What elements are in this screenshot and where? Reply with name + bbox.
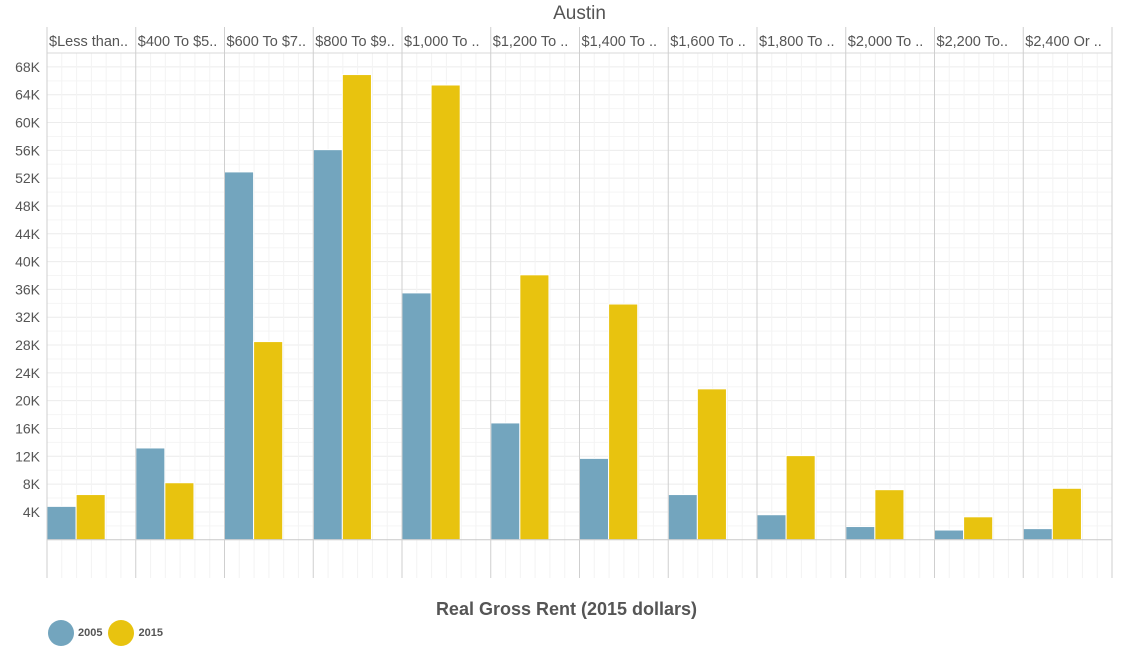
chart-title: Austin bbox=[553, 3, 606, 24]
legend-item-2005[interactable]: 2005 bbox=[48, 620, 102, 646]
bar-2015-9 bbox=[874, 489, 905, 541]
legend-item-2015[interactable]: 2015 bbox=[108, 620, 163, 646]
category-header-label: $400 To $5.. bbox=[138, 34, 218, 50]
legend-label-2015: 2015 bbox=[138, 627, 163, 639]
category-header-label: $2,000 To .. bbox=[848, 34, 924, 50]
y-tick-label: 44K bbox=[15, 226, 41, 242]
bar-2015-4 bbox=[430, 84, 461, 541]
category-header-label: $2,400 Or .. bbox=[1025, 34, 1102, 50]
legend-swatch-2015 bbox=[108, 620, 135, 646]
bar-2005-7 bbox=[667, 494, 698, 541]
bar-2015-2 bbox=[253, 341, 284, 541]
bar-2005-2 bbox=[224, 171, 255, 541]
category-header-label: $1,000 To .. bbox=[404, 34, 480, 50]
y-tick-label: 12K bbox=[15, 448, 41, 464]
bar-2005-10 bbox=[934, 529, 965, 541]
y-tick-label: 64K bbox=[15, 87, 41, 103]
category-header-label: $600 To $7.. bbox=[227, 34, 307, 50]
bar-2015-0 bbox=[75, 494, 106, 541]
y-tick-label: 68K bbox=[15, 59, 41, 75]
y-tick-label: 20K bbox=[15, 393, 41, 409]
y-tick-label: 48K bbox=[15, 198, 41, 214]
y-tick-label: 36K bbox=[15, 281, 41, 297]
bar-2015-5 bbox=[519, 274, 550, 541]
bar-2005-9 bbox=[845, 526, 876, 541]
category-header-label: $2,200 To.. bbox=[937, 34, 1009, 50]
category-header-label: $1,600 To .. bbox=[670, 34, 746, 50]
bar-2005-0 bbox=[46, 505, 77, 541]
y-tick-label: 40K bbox=[15, 254, 41, 270]
y-tick-label: 16K bbox=[15, 420, 41, 436]
bar-2015-7 bbox=[696, 388, 727, 541]
bar-2005-11 bbox=[1022, 528, 1053, 541]
y-tick-label: 4K bbox=[23, 504, 41, 520]
x-axis-title: Real Gross Rent (2015 dollars) bbox=[435, 599, 698, 619]
bar-2015-10 bbox=[963, 516, 994, 541]
bar-2015-6 bbox=[608, 303, 639, 541]
category-header-label: $800 To $9.. bbox=[315, 34, 395, 50]
y-tick-label: 60K bbox=[15, 115, 41, 131]
bar-2005-5 bbox=[490, 422, 521, 541]
bar-2005-1 bbox=[135, 447, 166, 541]
y-tick-label: 32K bbox=[15, 309, 41, 325]
bar-2015-1 bbox=[164, 482, 195, 541]
y-tick-label: 24K bbox=[15, 365, 41, 381]
bar-2005-8 bbox=[756, 514, 787, 541]
bar-2015-11 bbox=[1051, 487, 1082, 541]
legend: 2005 2015 bbox=[48, 620, 169, 646]
y-tick-label: 28K bbox=[15, 337, 41, 353]
bar-2005-3 bbox=[312, 149, 343, 541]
y-tick-label: 8K bbox=[23, 476, 41, 492]
legend-swatch-2005 bbox=[48, 620, 74, 646]
category-header-label: $Less than.. bbox=[49, 34, 128, 50]
y-tick-label: 56K bbox=[15, 142, 41, 158]
legend-label-2005: 2005 bbox=[78, 627, 103, 639]
bar-2005-6 bbox=[579, 457, 610, 541]
category-header-label: $1,200 To .. bbox=[493, 34, 569, 50]
bar-2005-4 bbox=[401, 292, 432, 541]
bar-2015-8 bbox=[785, 455, 816, 541]
y-tick-label: 52K bbox=[15, 170, 41, 186]
category-header-label: $1,400 To .. bbox=[582, 34, 658, 50]
category-header-label: $1,800 To .. bbox=[759, 34, 835, 50]
bar-2015-3 bbox=[341, 74, 372, 541]
